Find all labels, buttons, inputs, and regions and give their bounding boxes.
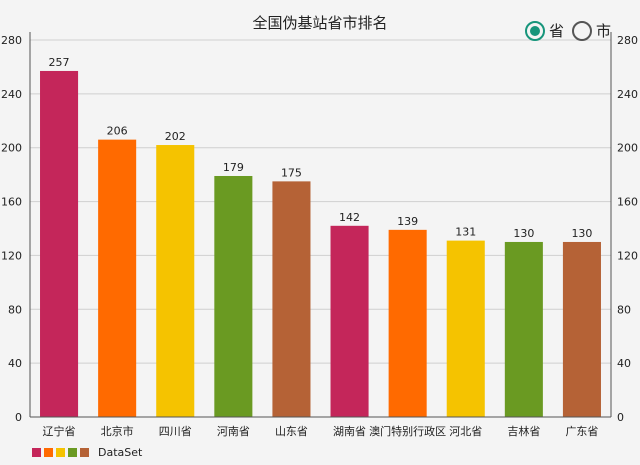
x-tick-label: 北京市 (101, 424, 134, 438)
legend: DataSet (32, 446, 142, 459)
x-tick-label: 河北省 (449, 425, 482, 438)
y-tick-label-right: 240 (617, 88, 638, 101)
y-tick-label-left: 280 (1, 34, 22, 47)
bar[interactable] (40, 70, 79, 417)
y-tick-label-left: 0 (15, 411, 22, 424)
bar-value-label: 139 (397, 215, 418, 228)
legend-swatch (68, 448, 77, 457)
city-radio-icon[interactable] (572, 20, 592, 41)
x-tick-label: 广东省 (565, 425, 598, 438)
legend-swatch (80, 448, 89, 457)
y-tick-label-right: 280 (617, 34, 638, 47)
city-label: 市 (596, 22, 612, 40)
y-tick-label-left: 160 (1, 196, 22, 209)
bar[interactable] (504, 241, 543, 417)
province-toggle[interactable]: 省 (525, 20, 564, 41)
bar-value-label: 202 (165, 130, 186, 143)
y-tick-label-right: 120 (617, 249, 638, 262)
bar-value-label: 142 (339, 211, 360, 224)
y-tick-label-right: 160 (617, 196, 638, 209)
bars (40, 70, 601, 417)
province-label: 省 (549, 22, 565, 40)
x-tick-label: 吉林省 (507, 424, 540, 438)
x-tick-label: 河南省 (217, 425, 250, 438)
y-tick-label-left: 80 (8, 303, 22, 316)
x-tick-label: 辽宁省 (43, 424, 76, 438)
city-toggle[interactable]: 市 (572, 20, 611, 41)
bar[interactable] (446, 240, 485, 417)
legend-swatch (56, 448, 65, 457)
bar-value-label: 175 (281, 166, 302, 179)
y-tick-label-left: 240 (1, 88, 22, 101)
legend-swatch (32, 448, 41, 457)
y-tick-label-right: 0 (617, 411, 624, 424)
y-tick-label-right: 40 (617, 357, 631, 370)
bar[interactable] (330, 225, 369, 417)
y-tick-label-left: 40 (8, 357, 22, 370)
bar-value-label: 257 (49, 56, 70, 69)
chart-title: 全国伪基站省市排名 (252, 14, 388, 32)
bar[interactable] (214, 175, 253, 417)
bar[interactable] (272, 181, 311, 417)
bar[interactable] (98, 139, 137, 417)
bar-value-label: 206 (107, 125, 128, 138)
y-tick-label-left: 200 (1, 142, 22, 155)
bar-value-label: 131 (455, 226, 476, 239)
x-tick-label: 澳门特别行政区 (369, 424, 446, 438)
y-tick-label-right: 200 (617, 142, 638, 155)
bar-value-label: 179 (223, 161, 244, 174)
legend-label: DataSet (98, 446, 143, 459)
y-tick-label-right: 80 (617, 303, 631, 316)
legend-swatch (44, 448, 53, 457)
bar[interactable] (562, 241, 601, 417)
bar[interactable] (156, 145, 195, 417)
y-tick-label-left: 120 (1, 249, 22, 262)
x-tick-label: 湖南省 (333, 425, 366, 438)
x-tick-label: 四川省 (159, 425, 192, 438)
province-radio-icon[interactable] (525, 20, 545, 41)
bar-value-label: 130 (571, 227, 592, 240)
x-tick-label: 山东省 (275, 425, 308, 438)
bar[interactable] (388, 229, 427, 417)
axes: 0 0 40 40 80 80 120 120 160 160 200 200 240 240 280 280… (1, 32, 638, 438)
bar-value-label: 130 (513, 227, 534, 240)
